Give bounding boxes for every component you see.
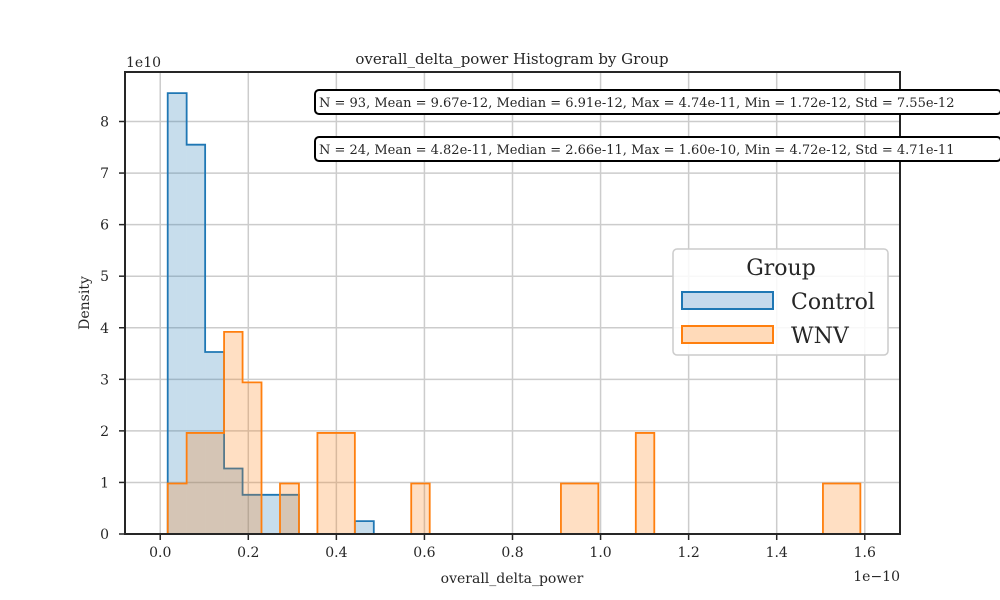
x-axis: 0.0 0.2 0.4 0.6 0.8 1.0 1.2 1.4 1.6 (149, 534, 876, 561)
bar-control (280, 494, 299, 534)
bar-control (242, 494, 262, 534)
bar-wnv (205, 432, 225, 534)
series-wnv (166, 330, 862, 534)
y-tick-label: 8 (100, 115, 109, 131)
y-axis: 0 1 2 3 4 5 6 7 8 (100, 115, 125, 543)
bar-wnv (635, 432, 655, 534)
y-tick-label: 6 (100, 218, 109, 234)
step-outline-wnv (634, 432, 656, 534)
x-offset-label: 1e−10 (853, 569, 900, 585)
bar-control (224, 468, 243, 534)
chart-title: overall_delta_power Histogram by Group (355, 50, 668, 68)
stats-text-wnv: N = 24, Mean = 4.82e-11, Median = 2.66e-… (319, 143, 954, 158)
bar-control (354, 521, 374, 534)
y-offset-label: 1e10 (126, 55, 161, 71)
step-outline-wnv (410, 482, 431, 534)
x-tick-label: 0.4 (325, 545, 347, 561)
y-tick-label: 3 (100, 372, 109, 388)
step-outline-wnv (560, 482, 600, 534)
x-tick-label: 0.6 (413, 545, 435, 561)
bar-wnv (822, 483, 842, 534)
y-tick-label: 7 (100, 166, 109, 182)
y-tick-label: 4 (100, 321, 109, 337)
stats-text-control: N = 93, Mean = 9.67e-12, Median = 6.91e-… (319, 96, 954, 111)
x-tick-label: 0.2 (237, 545, 259, 561)
bar-wnv (841, 483, 861, 534)
legend-swatch-control (681, 291, 774, 310)
y-tick-label: 1 (100, 475, 109, 491)
series-control (166, 92, 375, 534)
stats-box-control: N = 93, Mean = 9.67e-12, Median = 6.91e-… (314, 89, 1000, 115)
bar-wnv (167, 483, 187, 534)
legend: Group Control WNV (672, 248, 889, 356)
bar-control (167, 93, 187, 534)
step-outline-wnv (822, 482, 862, 534)
x-tick-label: 0.8 (501, 545, 523, 561)
x-tick-label: 1.2 (678, 545, 700, 561)
legend-label-wnv: WNV (791, 324, 850, 349)
x-tick-label: 0.0 (149, 545, 171, 561)
bar-wnv (411, 483, 430, 534)
stats-box-wnv: N = 24, Mean = 4.82e-11, Median = 2.66e-… (314, 136, 1000, 162)
legend-swatch-wnv (681, 325, 774, 344)
bar-control (205, 351, 225, 534)
bar-wnv (186, 432, 206, 534)
y-axis-label: Density (77, 276, 93, 330)
histogram-bars (166, 92, 862, 534)
y-tick-label: 5 (100, 269, 109, 285)
bar-wnv (579, 483, 599, 534)
y-tick-label: 2 (100, 424, 109, 440)
x-tick-label: 1.0 (589, 545, 611, 561)
x-axis-label: overall_delta_power (441, 571, 584, 587)
step-outline-wnv (166, 330, 263, 534)
bar-control (261, 494, 280, 534)
bar-wnv (560, 483, 580, 534)
legend-label-control: Control (791, 290, 875, 315)
bar-wnv (224, 331, 243, 534)
x-tick-label: 1.4 (766, 545, 788, 561)
x-tick-label: 1.6 (854, 545, 876, 561)
bar-wnv (280, 483, 299, 534)
step-outline-wnv (316, 432, 356, 534)
bar-wnv (242, 382, 262, 534)
legend-title: Group (746, 256, 816, 281)
step-outline-wnv (279, 482, 300, 534)
bar-control (186, 144, 206, 534)
bar-wnv (336, 432, 355, 534)
y-tick-label: 0 (100, 527, 109, 543)
bar-wnv (317, 432, 337, 534)
